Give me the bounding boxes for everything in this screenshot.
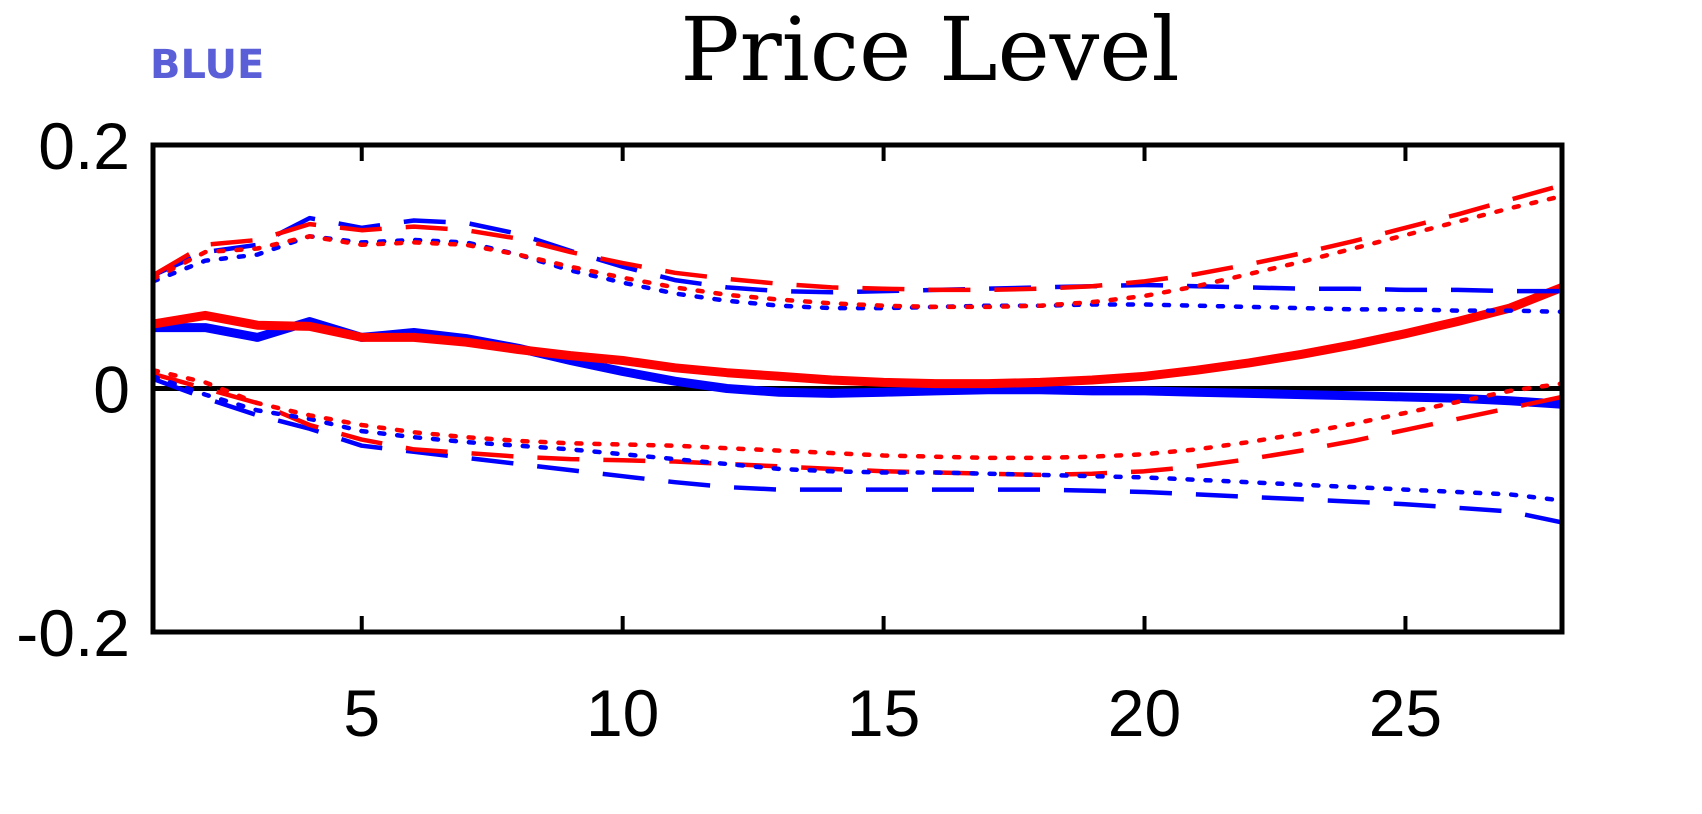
series-line-red-dashed-7 xyxy=(153,371,1562,478)
series-line-red-solid-thick-1 xyxy=(153,283,1562,389)
x-tick-label: 25 xyxy=(1369,676,1442,750)
x-tick-label: 20 xyxy=(1108,676,1181,750)
series-line-blue-dotted-4 xyxy=(153,234,1562,315)
y-tick-label: 0.2 xyxy=(38,109,130,183)
series-line-blue-dashed-6 xyxy=(153,376,1562,525)
axes: 5 10 15 20 25 -0.2 0 0.2 xyxy=(16,109,1565,750)
series-line-red-dashed-3 xyxy=(153,183,1562,293)
x-tick-label: 15 xyxy=(847,676,920,750)
plot-area xyxy=(153,183,1562,525)
plot-frame xyxy=(150,142,1565,635)
x-tick-label: 10 xyxy=(586,676,659,750)
series-line-blue-dashed-2 xyxy=(153,215,1562,295)
x-tick-label: 5 xyxy=(343,676,380,750)
y-tick-label: 0 xyxy=(93,353,130,427)
series-line-red-dotted-5 xyxy=(153,193,1562,310)
y-tick-label: -0.2 xyxy=(16,596,130,670)
chart-title: Price Level xyxy=(680,0,1179,101)
badge-label: BLUE xyxy=(150,42,264,88)
